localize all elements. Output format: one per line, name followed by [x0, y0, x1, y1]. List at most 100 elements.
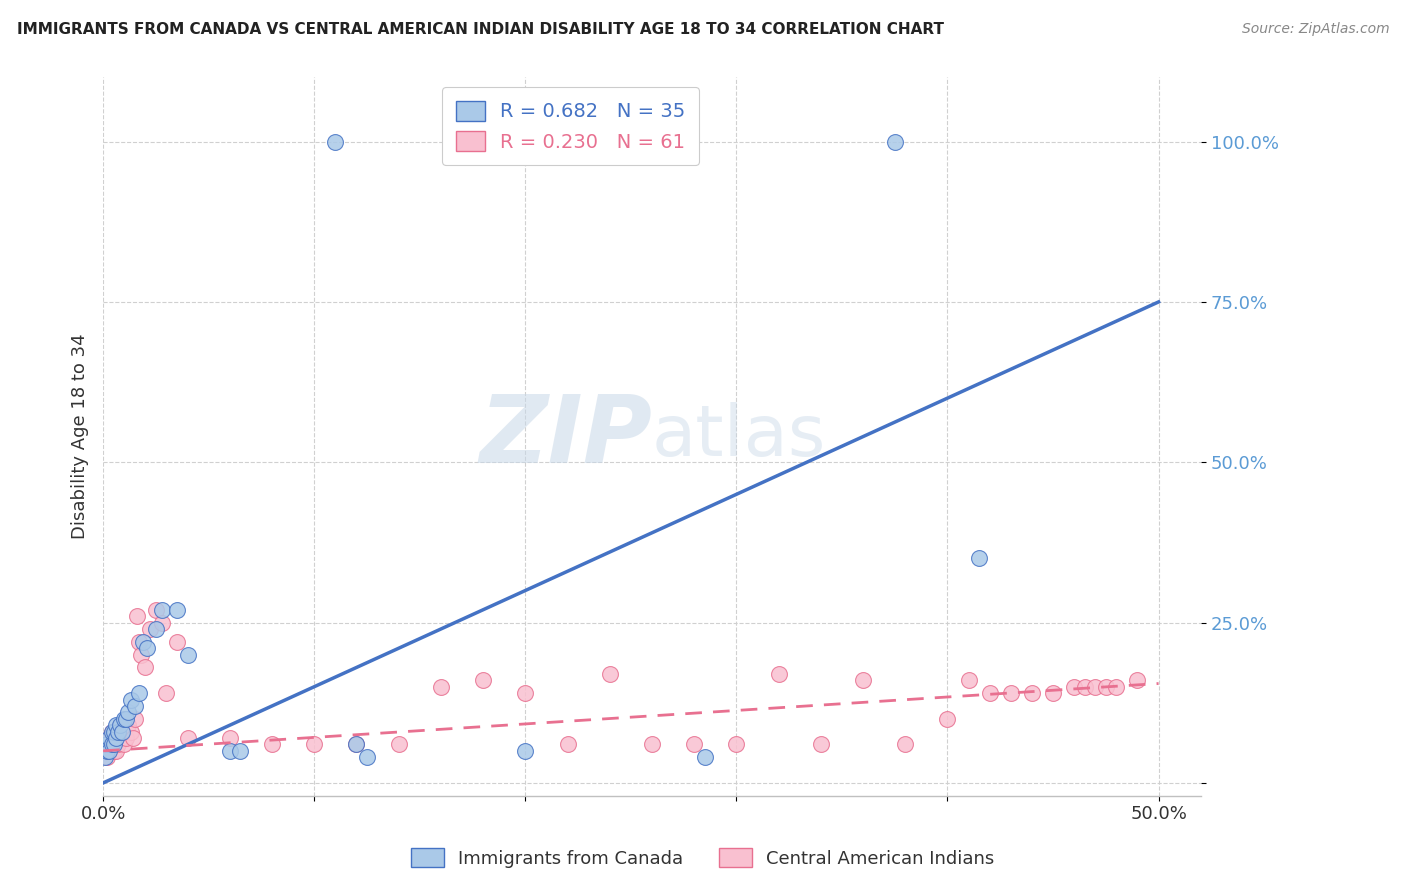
Point [108, 731, 131, 745]
Point [1021, 686, 1043, 700]
Point [124, 712, 146, 726]
Point [430, 680, 453, 694]
Point [107, 724, 129, 739]
Point [121, 731, 143, 745]
Point [229, 744, 252, 758]
Point [145, 603, 167, 617]
Point [852, 673, 875, 688]
Point [725, 738, 748, 752]
Point [100, 738, 122, 752]
Point [810, 738, 832, 752]
Point [260, 738, 283, 752]
Point [94, 750, 117, 764]
Point [641, 738, 664, 752]
Point [108, 718, 131, 732]
Point [96, 738, 118, 752]
Point [768, 666, 790, 681]
Point [1000, 686, 1022, 700]
Point [117, 706, 139, 720]
Point [103, 724, 125, 739]
Point [176, 648, 198, 662]
Point [166, 635, 188, 649]
Point [1094, 680, 1116, 694]
Point [176, 731, 198, 745]
Point [96, 744, 118, 758]
Point [111, 724, 134, 739]
Point [100, 724, 122, 739]
Point [557, 738, 579, 752]
Legend: Immigrants from Canada, Central American Indians: Immigrants from Canada, Central American… [401, 838, 1005, 879]
Point [107, 724, 129, 739]
Point [1073, 680, 1095, 694]
Point [155, 686, 177, 700]
Y-axis label: Disability Age 18 to 34: Disability Age 18 to 34 [72, 334, 89, 540]
Point [599, 666, 621, 681]
Point [302, 738, 325, 752]
Point [100, 738, 122, 752]
Point [150, 615, 173, 630]
Point [104, 718, 127, 732]
Point [218, 731, 240, 745]
Point [104, 731, 127, 745]
Text: Source: ZipAtlas.com: Source: ZipAtlas.com [1241, 22, 1389, 37]
Point [346, 738, 368, 752]
Point [515, 686, 537, 700]
Point [107, 738, 129, 752]
Point [98, 744, 121, 758]
Point [323, 135, 346, 149]
Point [132, 635, 155, 649]
Point [957, 673, 980, 688]
Point [94, 744, 117, 758]
Point [103, 738, 125, 752]
Point [98, 731, 121, 745]
Text: atlas: atlas [652, 402, 827, 471]
Text: IMMIGRANTS FROM CANADA VS CENTRAL AMERICAN INDIAN DISABILITY AGE 18 TO 34 CORREL: IMMIGRANTS FROM CANADA VS CENTRAL AMERIC… [17, 22, 943, 37]
Point [346, 738, 368, 752]
Point [1126, 673, 1149, 688]
Point [104, 744, 127, 758]
Point [979, 686, 1001, 700]
Point [129, 648, 152, 662]
Point [120, 724, 142, 739]
Point [472, 673, 495, 688]
Point [150, 603, 173, 617]
Point [1084, 680, 1107, 694]
Point [894, 738, 917, 752]
Point [98, 744, 121, 758]
Point [967, 551, 990, 566]
Text: ZIP: ZIP [479, 391, 652, 483]
Point [136, 641, 159, 656]
Point [111, 724, 134, 739]
Point [100, 724, 122, 739]
Point [936, 712, 959, 726]
Point [693, 750, 716, 764]
Point [104, 731, 127, 745]
Point [124, 698, 146, 713]
Point [145, 622, 167, 636]
Point [98, 731, 121, 745]
Point [134, 660, 156, 674]
Point [103, 738, 125, 752]
Point [96, 738, 118, 752]
Point [683, 738, 706, 752]
Point [120, 692, 142, 706]
Point [125, 609, 148, 624]
Point [128, 635, 150, 649]
Point [515, 744, 537, 758]
Point [108, 718, 131, 732]
Point [218, 744, 240, 758]
Point [117, 718, 139, 732]
Point [388, 738, 411, 752]
Point [128, 686, 150, 700]
Point [166, 603, 188, 617]
Point [1105, 680, 1128, 694]
Point [356, 750, 378, 764]
Point [883, 135, 905, 149]
Point [112, 712, 135, 726]
Point [1042, 686, 1064, 700]
Point [103, 744, 125, 758]
Point [112, 738, 135, 752]
Point [115, 731, 138, 745]
Point [1063, 680, 1085, 694]
Point [115, 712, 138, 726]
